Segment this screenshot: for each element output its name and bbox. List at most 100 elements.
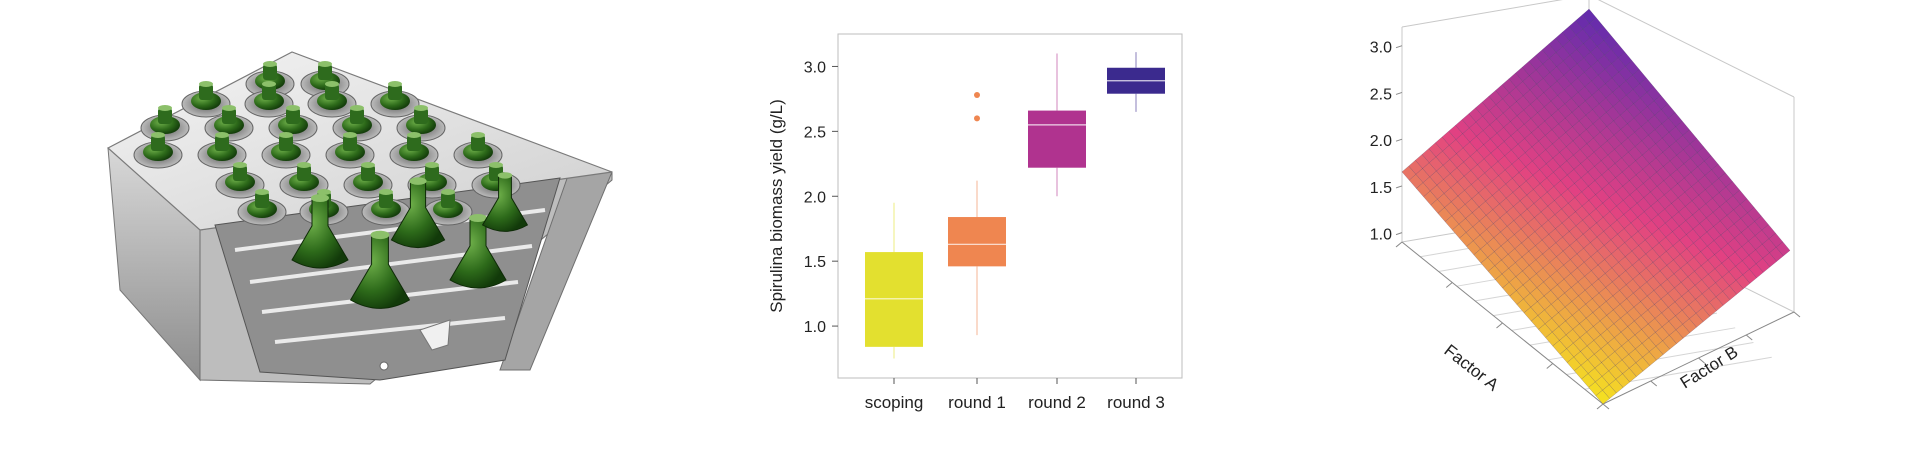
flask-mouth xyxy=(233,162,247,168)
large-flask xyxy=(481,174,529,232)
z-tick-label: 2.0 xyxy=(1370,133,1392,150)
z-tick-mark xyxy=(1395,185,1403,189)
flask-top xyxy=(143,143,173,161)
axis-a-tick xyxy=(1546,363,1554,369)
flask-top xyxy=(353,173,383,191)
z-tick-mark xyxy=(1395,232,1403,236)
large-flask xyxy=(349,234,411,309)
flask-top xyxy=(380,92,410,110)
flask-top xyxy=(254,92,284,110)
flask-top xyxy=(317,92,347,110)
flask-neck xyxy=(343,135,357,151)
y-tick-label: 2.0 xyxy=(804,189,826,206)
outlier-point xyxy=(974,115,980,122)
z-tick-label: 1.0 xyxy=(1370,227,1392,244)
axis-a-tick xyxy=(1395,241,1403,248)
y-tick-label: 2.5 xyxy=(804,124,826,141)
flask-top xyxy=(271,143,301,161)
surface-chart: 1.01.52.02.53.0 Factor A Factor B xyxy=(1370,0,1801,410)
flask-neck xyxy=(262,84,276,100)
flask-mouth xyxy=(158,105,172,111)
y-tick-label: 1.5 xyxy=(804,254,826,271)
axis-a-tick xyxy=(1596,403,1604,410)
surface-facet xyxy=(1595,389,1610,405)
flask-mouth xyxy=(151,132,165,138)
flask-neck xyxy=(350,108,364,124)
flask-rack-illustration xyxy=(0,0,640,454)
z-tick-label: 1.5 xyxy=(1370,180,1392,197)
flask-top xyxy=(207,143,237,161)
flask-mouth xyxy=(255,189,269,195)
flask-mouth xyxy=(361,162,375,168)
flask-mouth xyxy=(215,132,229,138)
box-round-1 xyxy=(948,217,1006,267)
flask-mouth xyxy=(350,105,364,111)
flask-top xyxy=(278,116,308,134)
flask-mouth xyxy=(414,105,428,111)
flask-neck xyxy=(286,108,300,124)
flask-neck xyxy=(325,84,339,100)
flask-top xyxy=(463,143,493,161)
flask-mouth xyxy=(325,81,339,87)
flask-neck xyxy=(151,135,165,151)
flask-mouth xyxy=(379,189,393,195)
flask-mouth xyxy=(343,132,357,138)
x-axis-label: Factor A xyxy=(1441,341,1503,395)
axis-b-tick xyxy=(1602,403,1610,410)
large-flask-mouth xyxy=(311,194,329,202)
flask-mouth xyxy=(317,189,331,195)
axis-b-tick xyxy=(1745,334,1753,341)
flask-mouth xyxy=(407,132,421,138)
large-flask xyxy=(291,197,349,269)
z-tick-mark xyxy=(1395,138,1403,142)
flask-mouth xyxy=(279,132,293,138)
flask-neck xyxy=(158,108,172,124)
flask-neck xyxy=(414,108,428,124)
y-tick-label: 3.0 xyxy=(804,59,826,76)
flask-top xyxy=(191,92,221,110)
axis-b-tick xyxy=(1698,357,1705,364)
flask-mouth xyxy=(286,105,300,111)
axis-a-tick xyxy=(1445,282,1453,288)
large-flask xyxy=(390,180,446,249)
large-flask xyxy=(449,217,507,289)
flask-neck xyxy=(471,135,485,151)
flask-mouth xyxy=(222,105,236,111)
boxplot-panel: 1.0 1.5 2.0 2.5 3.0 scoping round 1 round 2 rou… xyxy=(640,0,1280,454)
axis-a-tick xyxy=(1496,322,1503,329)
z-tick-label: 3.0 xyxy=(1370,40,1392,57)
flask-mouth xyxy=(441,189,455,195)
flask-neck xyxy=(379,192,393,208)
flask-top xyxy=(150,116,180,134)
flask-mouth xyxy=(297,162,311,168)
flask-neck xyxy=(407,135,421,151)
flask-mouth xyxy=(471,132,485,138)
plot-frame xyxy=(837,33,1183,379)
flask-top xyxy=(433,200,463,218)
flask-mouth xyxy=(262,81,276,87)
flask-top xyxy=(406,116,436,134)
boxplot-chart: 1.0 1.5 2.0 2.5 3.0 scoping round 1 round 2 rou… xyxy=(767,33,1183,412)
flask-top xyxy=(289,173,319,191)
flask-neck xyxy=(279,135,293,151)
flask-mouth xyxy=(388,81,402,87)
flask-neck xyxy=(361,165,375,181)
y-tick-label: 1.0 xyxy=(804,319,826,336)
frame-edge xyxy=(1597,0,1795,98)
flask-neck xyxy=(215,135,229,151)
flask-neck xyxy=(255,192,269,208)
z-tick-mark xyxy=(1395,91,1403,95)
y-axis-label: Spirulina biomass yield (g/L) xyxy=(767,99,786,313)
flask-neck xyxy=(263,64,277,80)
flask-mouth xyxy=(263,61,277,67)
flask-neck xyxy=(297,165,311,181)
large-flask-mouth xyxy=(497,172,513,179)
z-tick-mark xyxy=(1395,45,1403,49)
flask-neck xyxy=(199,84,213,100)
surface-panel: 1.0 1.5 2.0 2.5 3.0 Factor A Factor B xyxy=(1280,0,1920,454)
outlier-point xyxy=(974,92,980,99)
culture-flask-rack-icon xyxy=(106,51,613,385)
flask-mouth xyxy=(425,162,439,168)
flask-mouth xyxy=(318,61,332,67)
box-round-2 xyxy=(1028,110,1086,168)
